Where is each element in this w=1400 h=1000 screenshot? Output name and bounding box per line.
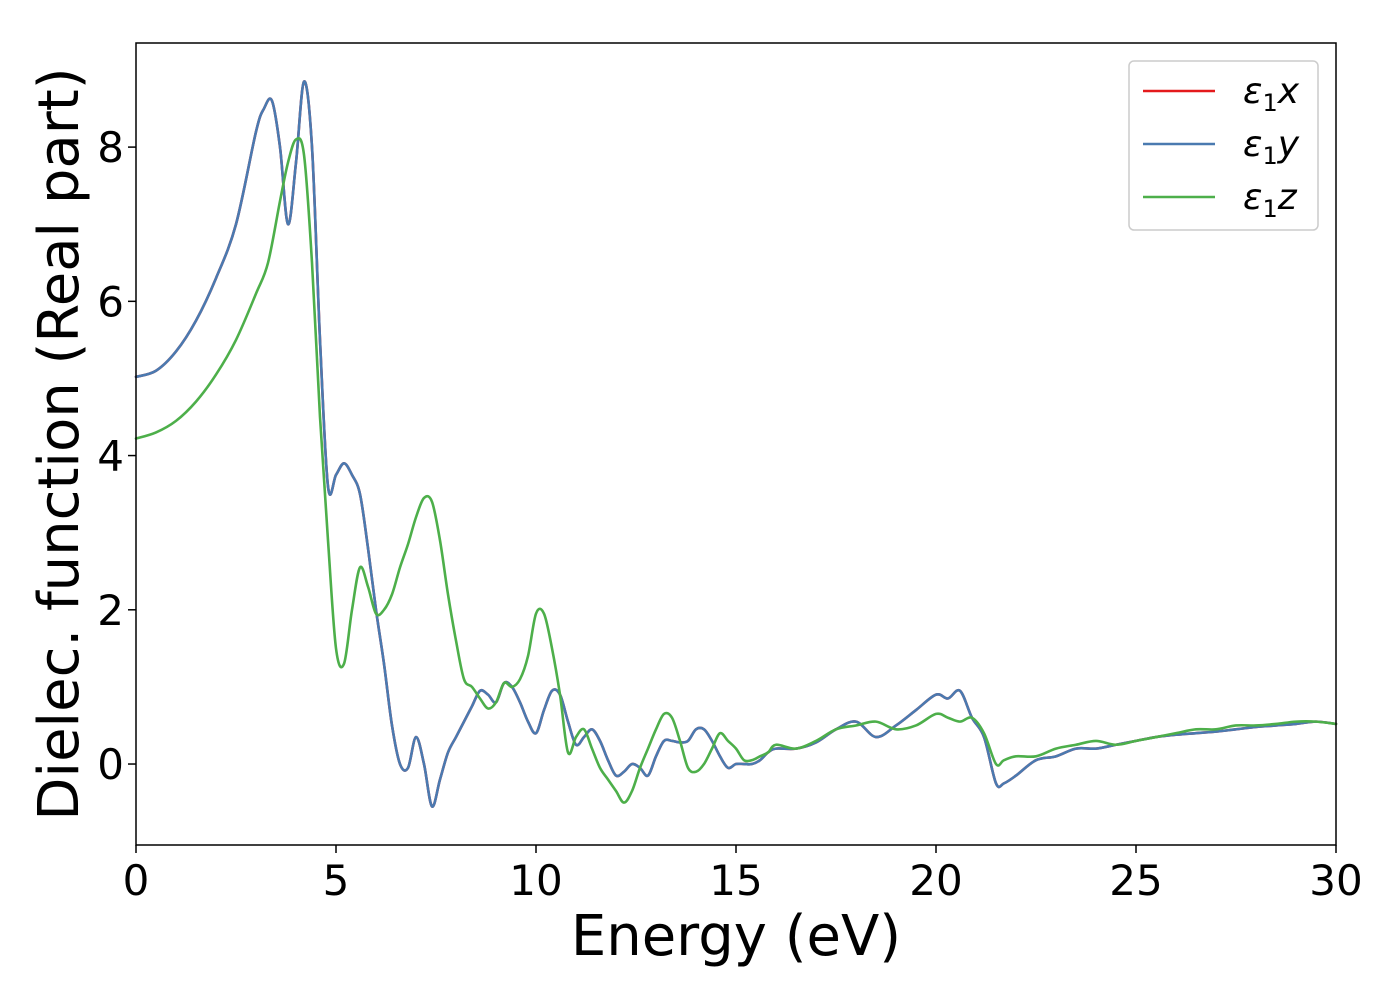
legend-label-ε1x: ε1x [1243,71,1300,117]
y-tick-label: 2 [97,586,124,635]
x-tick-label: 20 [909,856,962,905]
legend-entries: ε1x ε1y ε1z [1143,71,1300,223]
x-tick-label: 15 [709,856,762,905]
y-tick-label: 8 [97,123,124,172]
x-axis-ticks: 0 5 10 15 20 25 30 [123,845,1363,905]
y-tick-label: 0 [97,740,124,789]
legend-label-ε1z: ε1z [1243,177,1298,223]
x-tick-label: 25 [1109,856,1162,905]
x-axis-title: Energy (eV) [571,904,901,969]
legend-label-ε1y: ε1y [1243,124,1300,170]
series-lines [134,80,1338,808]
x-tick-label: 10 [509,856,562,905]
y-tick-label: 6 [97,277,124,326]
y-axis-ticks: 0 2 4 6 8 [97,123,136,789]
legend-box [1128,60,1319,231]
y-tick-label: 4 [97,432,124,481]
series-line-ε1y [134,80,1338,808]
legend: ε1x ε1y ε1z [1128,60,1319,231]
x-tick-label: 0 [123,856,150,905]
series-line-ε1z [134,136,1338,804]
x-tick-label: 5 [323,856,350,905]
x-tick-label: 30 [1309,856,1362,905]
y-axis-title: Dielec. function (Real part) [27,67,92,820]
